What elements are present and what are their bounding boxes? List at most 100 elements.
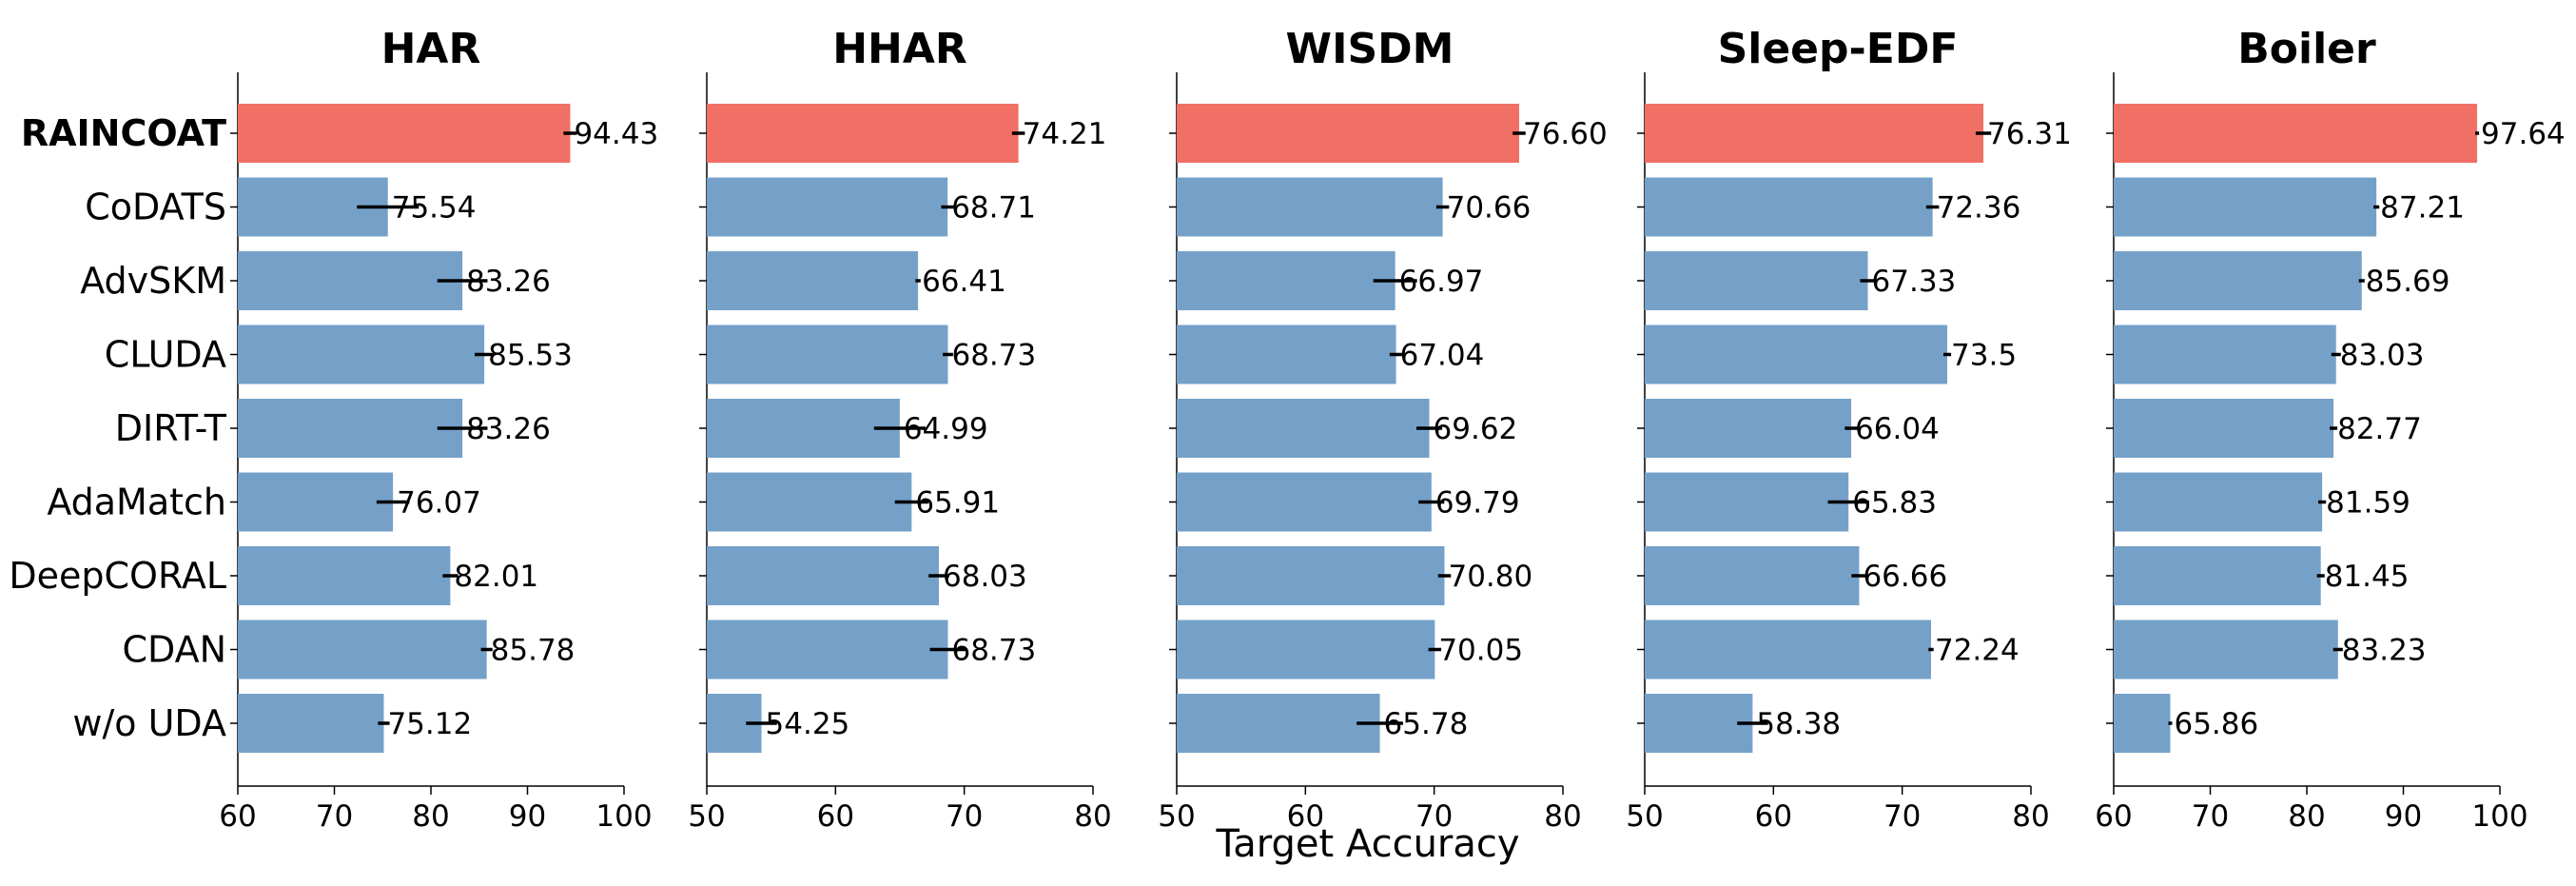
x-tick-label: 50 [688, 799, 725, 834]
bar-w-o-uda [1177, 694, 1380, 753]
value-label: 70.05 [1438, 634, 1523, 668]
panel-title: HHAR [832, 25, 967, 73]
category-label: AdvSKM [80, 260, 226, 302]
x-tick-label: 90 [2385, 799, 2422, 834]
value-label: 74.21 [1023, 117, 1107, 151]
value-label: 70.66 [1447, 191, 1532, 226]
value-label: 69.79 [1435, 486, 1520, 521]
x-axis-title: Target Accuracy [1215, 822, 1519, 866]
x-tick-label: 50 [1158, 799, 1195, 834]
value-label: 83.03 [2340, 339, 2425, 373]
value-label: 81.45 [2325, 560, 2410, 594]
bar-cdan [2114, 620, 2338, 679]
value-label: 65.83 [1852, 486, 1937, 521]
panel-hhar: HHAR 50 60 70 80 74.21 68.71 66.41 68.73 64.99 65.… [688, 25, 1111, 834]
bar-cluda [707, 325, 948, 384]
value-label: 75.54 [392, 191, 477, 226]
panel-boiler: Boiler 60 70 80 90 100 97.64 87.21 85.69 83.03 82.… [2095, 25, 2566, 834]
value-label: 83.26 [466, 412, 551, 446]
bar-advskm [238, 251, 463, 310]
bar-cluda [1177, 325, 1396, 384]
x-tick-label: 60 [2095, 799, 2132, 834]
value-label: 72.36 [1937, 191, 2021, 226]
bar-deepcoral [1177, 546, 1445, 605]
bar-deepcoral [2114, 546, 2321, 605]
bar-cluda [238, 325, 485, 384]
value-label: 65.91 [915, 486, 1000, 521]
panel-wisdm: WISDM 50 60 70 80 76.60 70.66 66.97 67.04 69.62 69… [1158, 25, 1607, 834]
value-label: 72.24 [1935, 634, 2020, 668]
bar-dirt-t [707, 399, 900, 458]
value-label: 97.64 [2481, 117, 2566, 151]
panel-title: WISDM [1286, 25, 1454, 73]
x-tick-label: 80 [1074, 799, 1111, 834]
value-label: 70.80 [1448, 560, 1532, 594]
category-label: DeepCORAL [9, 555, 226, 597]
bar-advskm [1645, 251, 1868, 310]
value-label: 68.73 [951, 634, 1036, 668]
x-tick-label: 90 [509, 799, 546, 834]
panel-title: Boiler [2237, 25, 2376, 73]
x-tick-label: 80 [1544, 799, 1581, 834]
bar-deepcoral [238, 546, 451, 605]
x-tick-label: 70 [946, 799, 983, 834]
bar-advskm [2114, 251, 2362, 310]
value-label: 73.5 [1951, 339, 2017, 373]
value-label: 68.71 [951, 191, 1036, 226]
value-label: 58.38 [1756, 707, 1841, 741]
bar-cdan [238, 620, 487, 679]
value-label: 68.73 [951, 339, 1036, 373]
x-tick-label: 60 [219, 799, 256, 834]
bar-raincoat [238, 104, 571, 163]
panel-title: HAR [381, 25, 481, 73]
panel-sleep-edf: Sleep-EDF 50 60 70 80 76.31 72.36 67.33 73.5 66.0… [1626, 25, 2072, 834]
x-tick-label: 60 [1755, 799, 1792, 834]
category-label: w/o UDA [72, 702, 226, 744]
value-label: 69.62 [1434, 412, 1518, 446]
value-label: 76.07 [397, 486, 481, 521]
bar-adamatch [707, 472, 912, 532]
bar-codats [1177, 177, 1443, 237]
x-tick-label: 100 [2471, 799, 2527, 834]
x-tick-label: 80 [2012, 799, 2049, 834]
category-label: CDAN [122, 629, 226, 671]
value-label: 66.66 [1863, 560, 1947, 594]
bar-adamatch [238, 472, 394, 532]
bar-dirt-t [1177, 399, 1430, 458]
x-tick-label: 80 [2288, 799, 2325, 834]
x-tick-label: 70 [2192, 799, 2229, 834]
bar-raincoat [1177, 104, 1519, 163]
x-tick-label: 60 [817, 799, 854, 834]
value-label: 85.53 [488, 339, 573, 373]
bar-codats [707, 177, 948, 237]
bar-adamatch [1645, 472, 1849, 532]
bar-advskm [707, 251, 919, 310]
value-label: 68.03 [943, 560, 1027, 594]
category-label: RAINCOAT [21, 112, 226, 154]
value-label: 85.69 [2366, 265, 2450, 299]
bar-dirt-t [1645, 399, 1852, 458]
panel-har: HAR 60 70 80 90 100 RAINCOAT 94.43 CoDATS 75.54 Ad… [9, 25, 658, 834]
bar-cdan [707, 620, 948, 679]
value-label: 66.04 [1855, 412, 1940, 446]
x-tick-label: 70 [1415, 799, 1453, 834]
category-label: CoDATS [85, 187, 226, 228]
value-label: 65.86 [2174, 707, 2258, 741]
bar-w-o-uda [2114, 694, 2171, 753]
category-label: DIRT-T [115, 407, 227, 449]
value-label: 54.25 [766, 707, 850, 741]
value-label: 67.33 [1872, 265, 1957, 299]
x-tick-label: 100 [595, 799, 652, 834]
value-label: 76.31 [1987, 117, 2072, 151]
bar-w-o-uda [1645, 694, 1753, 753]
value-label: 67.04 [1400, 339, 1485, 373]
category-label: AdaMatch [47, 482, 226, 523]
value-label: 66.97 [1399, 265, 1484, 299]
x-tick-label: 80 [412, 799, 449, 834]
value-label: 87.21 [2380, 191, 2465, 226]
bar-cluda [1645, 325, 1948, 384]
value-label: 82.77 [2337, 412, 2422, 446]
value-label: 83.23 [2342, 634, 2427, 668]
